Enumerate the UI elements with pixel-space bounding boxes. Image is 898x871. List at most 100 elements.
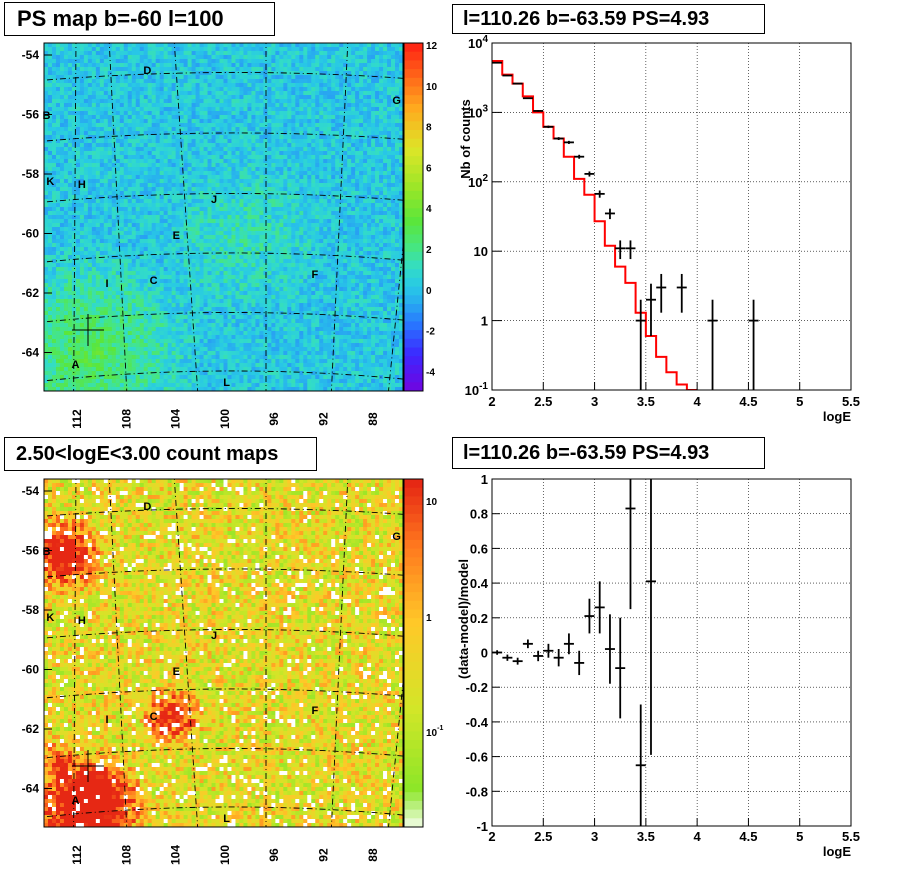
colorbar-segment [404, 251, 423, 261]
colorbar-segment [404, 112, 423, 122]
y-tick-label: 104 [468, 34, 488, 51]
colorbar-segment [404, 138, 423, 148]
colorbar-segment [404, 766, 423, 776]
x-tick-label: 3.5 [637, 829, 655, 844]
colorbar-tick-label: 1 [426, 613, 432, 624]
ps-map-title: PS map b=-60 l=100 [4, 2, 275, 36]
longitude-line [173, 43, 199, 391]
y-tick-label: -64 [22, 346, 40, 360]
source-label-K: K [46, 612, 54, 624]
colorbar-segment [404, 304, 423, 314]
x-tick-label: 104 [169, 409, 183, 429]
y-tick-label: 0.8 [470, 507, 488, 522]
residuals-grid [492, 479, 851, 826]
y-tick-label: -0.6 [466, 750, 488, 765]
colorbar-segment [404, 43, 423, 53]
colorbar-segment [404, 705, 423, 715]
ps-map-heatmap [44, 43, 403, 391]
colorbar-segment [404, 531, 423, 541]
colorbar-tick-label: -4 [426, 367, 435, 378]
source-label-C: C [150, 275, 158, 287]
latitude-line [44, 688, 403, 699]
x-axis-label: logE [823, 844, 851, 859]
colorbar-segment [404, 164, 423, 174]
latitude-line [44, 72, 403, 81]
colorbar-segment [404, 373, 423, 383]
colorbar-segment [404, 618, 423, 628]
source-label-K: K [46, 176, 54, 188]
y-axis-label: Nb of counts [458, 99, 473, 178]
colorbar-segment [404, 208, 423, 218]
source-label-B: B [43, 546, 51, 558]
colorbar-segment [404, 321, 423, 331]
colorbar-tick-label: 10-1 [426, 725, 443, 739]
latitude-line [44, 806, 403, 818]
x-tick-label: 4.5 [739, 829, 757, 844]
y-tick-label: -62 [22, 722, 40, 736]
x-tick-label: 5.5 [842, 394, 860, 409]
y-tick-label: 1 [481, 314, 488, 329]
colorbar-segment [404, 600, 423, 610]
y-tick-label: 10 [474, 244, 488, 259]
x-tick-label: 112 [70, 409, 84, 429]
longitude-line [173, 479, 199, 827]
x-tick-label: 96 [267, 412, 281, 426]
colorbar-tick-label: 10 [426, 82, 438, 93]
map-frame [43, 42, 404, 392]
source-label-L: L [223, 377, 230, 389]
colorbar-segment [404, 173, 423, 183]
colorbar-segment [404, 731, 423, 741]
y-tick-label: -0.2 [466, 680, 488, 695]
y-tick-label: 102 [468, 173, 488, 190]
colorbar-segment [404, 225, 423, 235]
colorbar-tick-label: 8 [426, 123, 432, 134]
ps-map-coord-grid [44, 43, 403, 391]
y-tick-label: -60 [22, 663, 40, 677]
colorbar-segment [404, 687, 423, 697]
colorbar-segment [404, 60, 423, 70]
colorbar-segment [404, 295, 423, 305]
colorbar-segment [404, 243, 423, 253]
x-tick-label: 5 [796, 829, 803, 844]
colorbar-segment [404, 505, 423, 515]
x-tick-label: 4 [694, 394, 702, 409]
colorbar-segment [404, 539, 423, 550]
y-tick-label: 1 [481, 472, 488, 487]
latitude-line [44, 629, 403, 639]
y-tick-label: -56 [22, 108, 40, 122]
residuals-title: l=110.26 b=-63.59 PS=4.93 [452, 437, 765, 469]
count-map-title: 2.50<logE<3.00 count maps [4, 437, 317, 471]
colorbar-segment [404, 364, 423, 375]
colorbar-segment [404, 496, 423, 506]
y-tick-label: -0.8 [466, 784, 488, 799]
colorbar-segment [404, 338, 423, 348]
longitude-line [388, 678, 403, 827]
y-tick-label: 0.6 [470, 541, 488, 556]
x-axis-label: logE [823, 409, 851, 424]
colorbar-segment [404, 277, 423, 288]
colorbar-segment [404, 286, 423, 296]
x-tick-label: 92 [317, 848, 331, 862]
latitude-line [44, 132, 403, 142]
colorbar-segment [404, 86, 423, 96]
y-tick-label: -62 [22, 286, 40, 300]
colorbar-tick-label: -2 [426, 327, 435, 338]
x-tick-label: 5.5 [842, 829, 860, 844]
source-label-B: B [43, 110, 51, 122]
x-tick-label: 100 [218, 845, 232, 865]
y-tick-label: -58 [22, 603, 40, 617]
y-axis-label: (data-model)/model [456, 559, 471, 679]
colorbar-segment [404, 557, 423, 567]
count-map-heatmap [44, 479, 403, 827]
x-tick-label: 100 [218, 409, 232, 429]
source-label-H: H [78, 615, 86, 627]
colorbar-segment [404, 670, 423, 680]
colorbar-segment [404, 312, 423, 322]
spectrum-grid [492, 43, 851, 390]
x-tick-label: 4.5 [739, 394, 757, 409]
colorbar-segment [404, 818, 423, 828]
y-tick-label: 10-1 [465, 381, 489, 398]
colorbar-segment [404, 269, 423, 279]
source-label-H: H [78, 179, 86, 191]
